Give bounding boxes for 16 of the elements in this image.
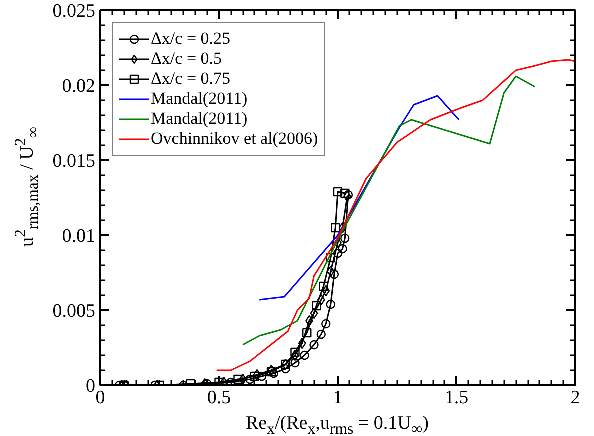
y-tick-label: 0.025 xyxy=(52,1,96,22)
y-tick-label: 0.02 xyxy=(62,76,96,97)
legend-label: Δx/c = 0.5 xyxy=(151,49,222,69)
legend-label: Δx/c = 0.25 xyxy=(151,29,231,49)
y-tick-label: 0.015 xyxy=(52,151,96,172)
legend-label: Ovchinnikov et al(2006) xyxy=(151,129,318,149)
text: Re$_{x}$/(Re$_{x}$,u$_{rms}$ = 0.1U$_{∞}$) xyxy=(246,413,429,436)
x-tick-label: 1.5 xyxy=(444,388,469,408)
x-tick-label: 0.5 xyxy=(207,388,232,408)
y-tick-label: 0.01 xyxy=(62,226,96,247)
x-tick-label: 1 xyxy=(333,388,343,408)
legend-label: Mandal(2011) xyxy=(151,89,248,109)
x-tick-label: 2 xyxy=(570,388,580,408)
y-tick-label: 0.005 xyxy=(52,301,96,322)
legend-label: Δx/c = 0.75 xyxy=(151,69,231,89)
legend-label: Mandal(2011) xyxy=(151,109,248,129)
